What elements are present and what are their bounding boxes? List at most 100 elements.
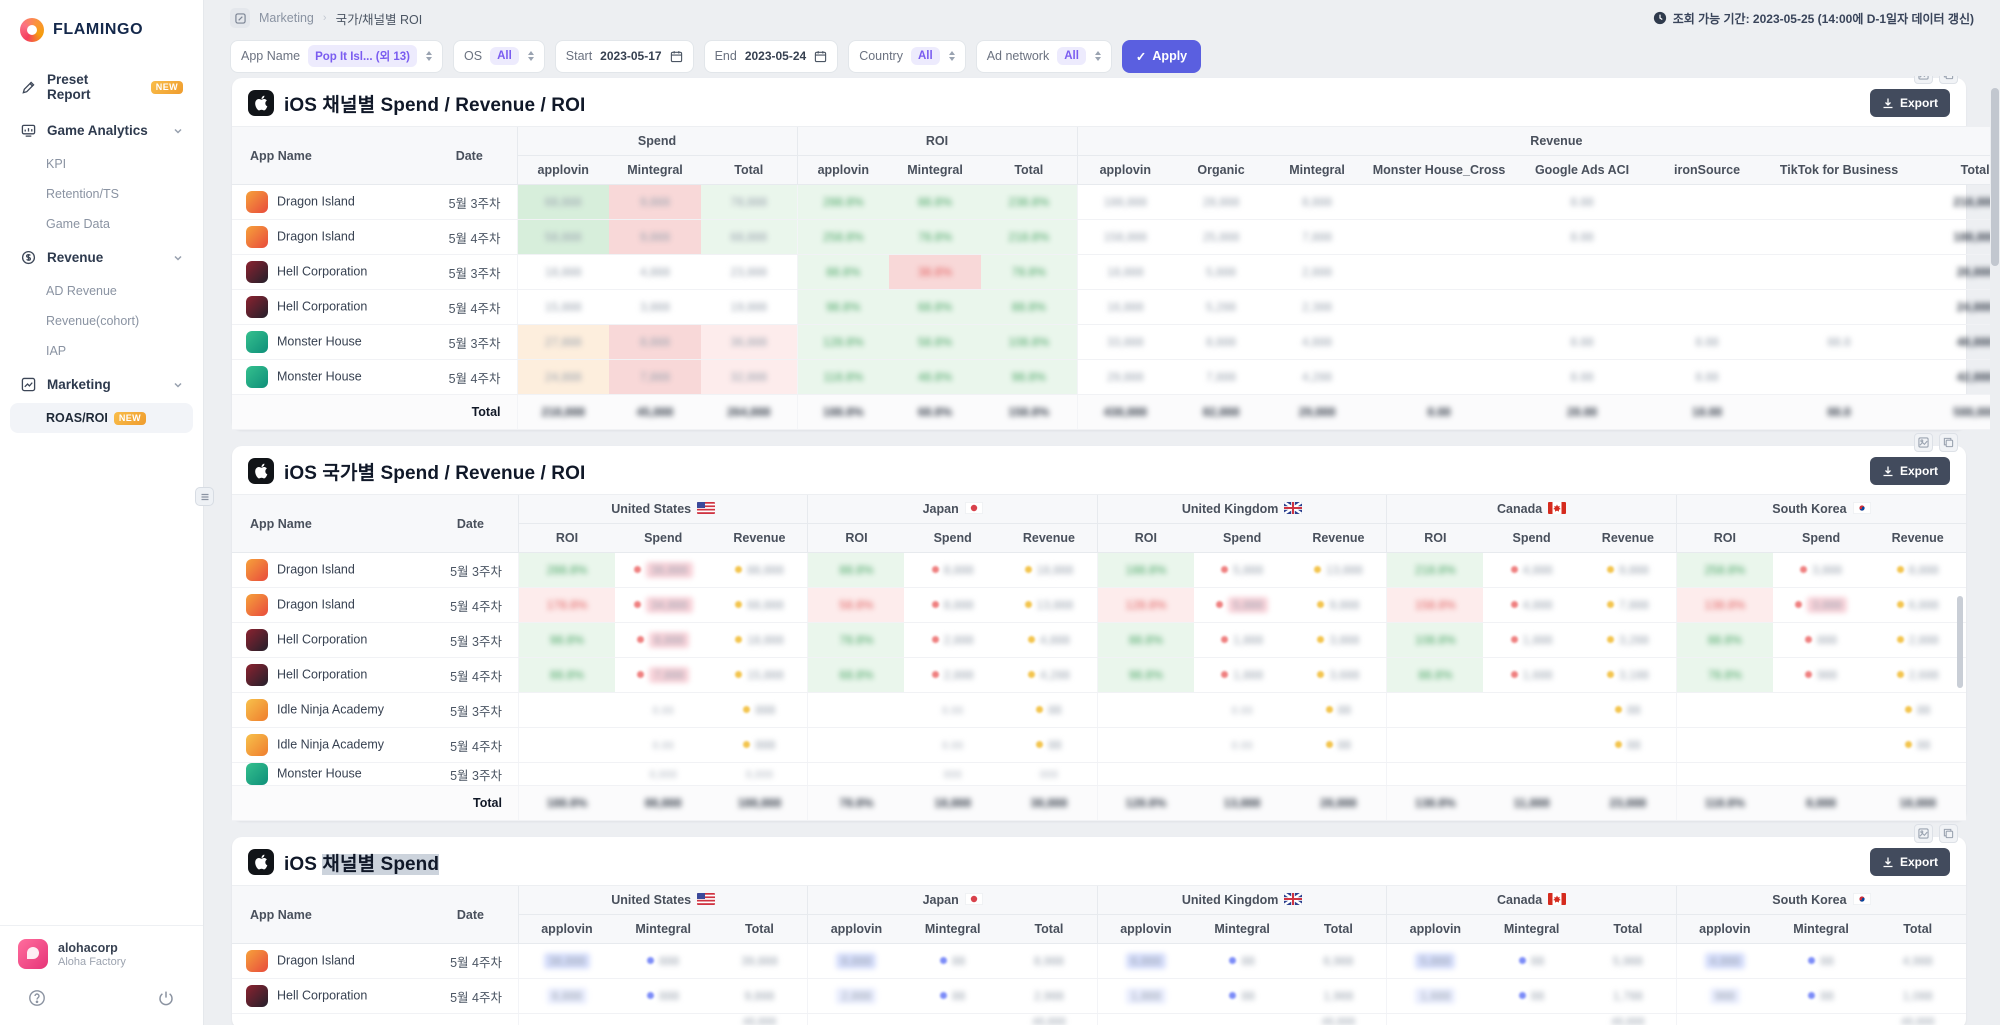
masked-value: 88.8 [1827, 405, 1851, 419]
sidebar-item-roas-roi[interactable]: ROAS/ROI NEW [10, 403, 193, 433]
masked-value: 58,888 [544, 230, 582, 244]
panel-ios-channel-spend: iOS 채널별 Spend Export App Name Date United … [232, 824, 1966, 1025]
value-cell: 8,988 [1000, 943, 1098, 979]
help-button[interactable] [28, 989, 46, 1007]
value-cell: 3,188 [1579, 657, 1677, 693]
power-button[interactable] [157, 989, 175, 1007]
value-cell: 128.8% [796, 324, 890, 360]
masked-value: 188.8% [1125, 563, 1167, 577]
masked-value: 19,888 [730, 300, 768, 314]
indicator-dot [735, 671, 743, 678]
chevron-down-icon [173, 126, 183, 136]
date-cell: 5월 4주차 [422, 727, 519, 763]
indicator-dot [1221, 636, 1229, 643]
masked-value: 88 [1627, 738, 1641, 752]
masked-value: 42,888 [1956, 370, 1990, 384]
sidebar-collapse-button[interactable] [195, 487, 214, 506]
value-cell: 3,888 [609, 289, 701, 325]
masked-value: 3,188 [1618, 668, 1649, 682]
indicator-dot [1896, 566, 1904, 573]
copy-icon[interactable] [1939, 76, 1958, 84]
value-cell: 8,888 [807, 943, 905, 979]
apply-button[interactable]: ✓ Apply [1121, 39, 1202, 73]
sidebar-item-retention-ts[interactable]: Retention/TS [46, 187, 119, 201]
sidebar-item-game-analytics[interactable]: Game Analytics [10, 112, 193, 149]
masked-value: 888 [1039, 769, 1059, 781]
sidebar-item-kpi[interactable]: KPI [46, 157, 67, 171]
apple-icon [248, 849, 274, 875]
user-profile[interactable]: alohacorp Aloha Factory [0, 925, 203, 977]
filter-bar: App Name Pop It Isl... (외 13) OS All Sta… [204, 36, 2000, 76]
sidebar-item-preset-report[interactable]: Preset Report NEW [10, 62, 193, 112]
masked-value: 88 [1241, 954, 1255, 968]
sidebar-item-ad-revenue[interactable]: AD Revenue [46, 284, 117, 298]
value-cell [614, 1013, 712, 1025]
value-cell: 3,888 [1772, 552, 1870, 588]
app-name-filter[interactable]: App Name Pop It Isl... (외 13) [230, 39, 443, 73]
image-export-icon[interactable] [1914, 76, 1933, 84]
indicator-dot [1027, 671, 1035, 678]
value-cell [1365, 254, 1514, 290]
copy-icon[interactable] [1939, 824, 1958, 843]
masked-value: 188.8% [822, 405, 864, 419]
stepper-icon [1094, 51, 1101, 61]
column-subheader: Monster House_Cross [1365, 155, 1514, 185]
value-cell: 1,688 [1483, 657, 1580, 693]
masked-value: 88 [1241, 989, 1255, 1003]
sidebar-item-revenue[interactable]: Revenue [10, 239, 193, 276]
masked-value: 8.88 [1570, 230, 1594, 244]
export-button[interactable]: Export [1869, 89, 1950, 117]
masked-value: 88,888 [747, 563, 784, 577]
end-date-filter[interactable]: End 2023-05-24 [703, 39, 839, 73]
export-button[interactable]: Export [1869, 457, 1950, 485]
sidebar-item-revenue-cohort[interactable]: Revenue(cohort) [46, 314, 140, 328]
masked-value: 7,888 [1206, 370, 1237, 384]
value-cell: 118.8% [1675, 785, 1773, 821]
indicator-dot [931, 601, 939, 608]
image-export-icon[interactable] [1914, 824, 1933, 843]
sidebar-item-marketing[interactable]: Marketing [10, 366, 193, 403]
value-cell: 7,888 [1579, 587, 1677, 623]
masked-value: 7,888 [1618, 598, 1649, 612]
masked-value: 9,888 [639, 195, 671, 209]
app-icon [246, 950, 268, 972]
os-filter[interactable]: OS All [453, 39, 545, 73]
value-cell: 29,888 [1269, 394, 1366, 430]
value-cell: 32,888 [701, 359, 798, 395]
flamingo-logo-icon [20, 18, 44, 42]
page-scrollbar-thumb[interactable] [1991, 88, 1999, 266]
sidebar-item-iap[interactable]: IAP [46, 344, 67, 358]
masked-value: 258.8% [822, 230, 864, 244]
page-scrollbar-track[interactable] [1990, 0, 2000, 1025]
masked-value: 24,888 [544, 370, 582, 384]
masked-value: 78.8% [839, 796, 874, 810]
export-button[interactable]: Export [1869, 848, 1950, 876]
copy-icon[interactable] [1939, 433, 1958, 452]
column-subheader: ROI [1386, 523, 1484, 553]
masked-value: 258.8% [1704, 563, 1746, 577]
value-cell: 48,888 [1000, 1013, 1098, 1025]
value-cell: 9,888 [609, 219, 701, 255]
report-icon [230, 8, 250, 28]
masked-value: 68.8% [839, 668, 874, 682]
masked-value: 8.88 [1570, 370, 1594, 384]
image-export-icon[interactable] [1914, 433, 1933, 452]
value-cell: 78.8% [1675, 657, 1773, 693]
value-cell: 5,288 [1173, 289, 1270, 325]
masked-value: 2,388 [1302, 300, 1333, 314]
value-cell: 888 [904, 762, 1001, 786]
masked-value: 218,888 [541, 405, 585, 419]
masked-value: 27,888 [544, 335, 582, 349]
value-cell: 18.88 [1651, 394, 1764, 430]
value-cell: 3,888 [1772, 587, 1870, 623]
column-subheader: Mintegral [1772, 914, 1870, 944]
sidebar-item-game-data[interactable]: Game Data [46, 217, 110, 231]
breadcrumb-marketing[interactable]: Marketing [259, 11, 314, 25]
start-date-filter[interactable]: Start 2023-05-17 [554, 39, 694, 73]
country-filter[interactable]: Country All [848, 39, 966, 73]
masked-value: 2,888 [943, 633, 974, 647]
os-filter-value: All [490, 47, 519, 65]
table-row: Dragon Island 5월 3주차 288.8% 38,888 88,888 88.… [232, 552, 1966, 588]
panel-scrollbar[interactable] [1957, 596, 1963, 688]
ad-network-filter[interactable]: Ad network All [975, 39, 1112, 73]
